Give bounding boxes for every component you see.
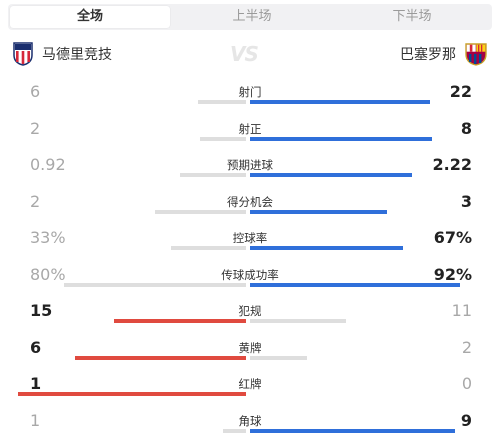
home-bar xyxy=(75,355,246,360)
teams-header: 马德里竞技 VS 巴塞罗那 xyxy=(0,38,500,70)
away-bar xyxy=(250,355,307,360)
away-bar xyxy=(250,282,460,287)
stat-row: 33% 控球率 67% xyxy=(0,228,500,264)
home-bar xyxy=(155,209,246,214)
stat-row: 0.92 预期进球 2.22 xyxy=(0,155,500,191)
home-team-name: 马德里竞技 xyxy=(42,47,112,63)
tab-second-half[interactable]: 下半场 xyxy=(392,9,432,24)
tab-full-match[interactable]: 全场 xyxy=(10,6,170,28)
stat-label: 控球率 xyxy=(232,231,268,245)
stat-label: 得分机会 xyxy=(227,194,273,209)
away-value: 11 xyxy=(451,301,472,320)
home-bar xyxy=(198,100,246,104)
home-value: 6 xyxy=(30,337,42,357)
stat-row: 6 射门 22 xyxy=(0,82,500,118)
away-bar xyxy=(250,246,403,250)
home-bar xyxy=(18,392,246,396)
stat-label: 射正 xyxy=(238,121,262,136)
stat-row: 1 红牌 0 xyxy=(0,374,500,410)
away-value: 67% xyxy=(433,228,472,247)
atletico-crest-icon xyxy=(13,42,33,66)
away-value: 9 xyxy=(460,410,472,430)
home-bar xyxy=(223,428,246,433)
tab-first-half[interactable]: 上半场 xyxy=(232,9,272,24)
stat-row: 6 黄牌 2 xyxy=(0,338,500,374)
stat-label: 传球成功率 xyxy=(221,267,279,282)
stat-label: 角球 xyxy=(238,413,262,428)
stat-label: 射门 xyxy=(238,85,262,99)
away-bar xyxy=(250,209,387,214)
stat-label: 黄牌 xyxy=(238,340,262,355)
away-value: 3 xyxy=(460,191,472,211)
away-team[interactable]: 巴塞罗那 xyxy=(400,42,488,66)
home-bar xyxy=(114,319,246,323)
home-bar xyxy=(180,173,246,177)
home-team[interactable]: 马德里竞技 xyxy=(12,42,112,66)
away-bar xyxy=(250,173,412,177)
away-value: 0 xyxy=(461,374,472,393)
stat-label: 预期进球 xyxy=(227,158,273,172)
away-team-name: 巴塞罗那 xyxy=(400,47,456,63)
period-tabs: 全场 上半场 下半场 xyxy=(8,4,492,30)
stat-row: 2 射正 8 xyxy=(0,119,500,155)
home-value: 2 xyxy=(30,118,41,138)
stat-row: 80% 传球成功率 92% xyxy=(0,265,500,301)
home-value: 15 xyxy=(30,301,53,320)
home-value: 6 xyxy=(30,82,41,101)
stat-label: 红牌 xyxy=(238,377,262,391)
home-value: 0.92 xyxy=(30,155,66,174)
stat-label: 犯规 xyxy=(238,304,262,318)
away-value: 2.22 xyxy=(432,155,472,174)
stat-row: 2 得分机会 3 xyxy=(0,192,500,228)
home-value: 33% xyxy=(30,228,66,247)
away-value: 92% xyxy=(433,264,472,284)
home-value: 2 xyxy=(30,191,41,211)
home-value: 1 xyxy=(30,374,42,393)
away-bar xyxy=(250,136,432,141)
stat-row: 1 角球 9 xyxy=(0,411,500,447)
away-bar xyxy=(250,100,430,104)
away-value: 22 xyxy=(449,82,472,101)
vs-logo: VS xyxy=(230,42,259,66)
barcelona-crest-icon xyxy=(465,43,487,66)
away-bar xyxy=(250,319,346,323)
home-bar xyxy=(200,136,246,141)
stat-row: 15 犯规 11 xyxy=(0,301,500,337)
away-value: 8 xyxy=(460,118,472,138)
home-bar xyxy=(171,246,246,250)
away-value: 2 xyxy=(461,337,472,357)
home-value: 80% xyxy=(30,264,66,284)
home-value: 1 xyxy=(30,410,41,430)
away-bar xyxy=(250,428,455,433)
home-bar xyxy=(64,282,246,287)
